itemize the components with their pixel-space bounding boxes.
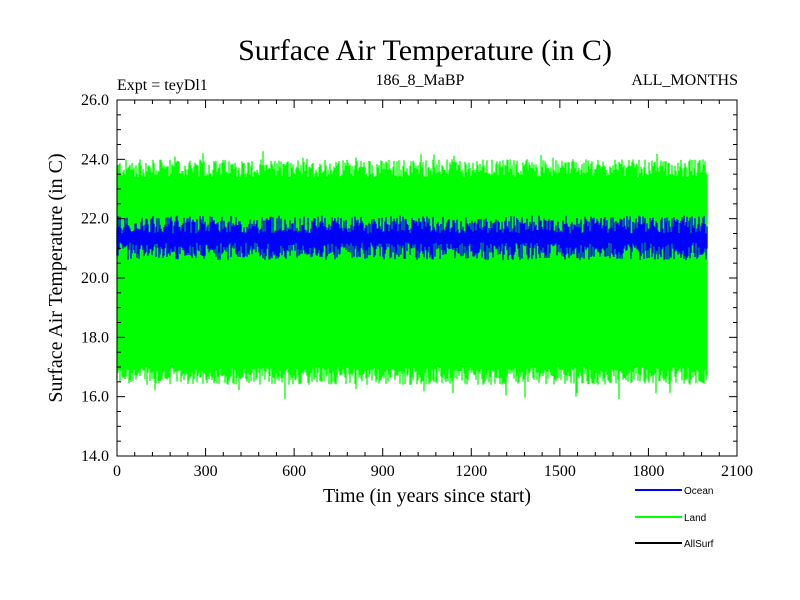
experiment-label: Expt = teyDl1 — [117, 77, 208, 94]
x-tick-label: 600 — [282, 463, 306, 480]
y-tick-label: 14.0 — [81, 448, 109, 465]
x-axis: 0 300 600 900 1200 1500 1800 2100 — [113, 100, 753, 480]
x-tick-label: 2100 — [721, 463, 753, 480]
y-tick-label: 24.0 — [81, 151, 109, 168]
y-tick-label: 26.0 — [81, 92, 109, 109]
legend: Ocean Land AllSurf — [635, 486, 714, 550]
y-tick-label: 20.0 — [81, 270, 109, 287]
y-tick-label: 22.0 — [81, 211, 109, 228]
period-label: 186_8_MaBP — [376, 72, 465, 89]
legend-label-land: Land — [684, 513, 706, 524]
chart-title: Surface Air Temperature (in C) — [238, 34, 612, 67]
x-tick-label: 300 — [194, 463, 218, 480]
x-tick-label: 900 — [371, 463, 395, 480]
legend-label-ocean: Ocean — [684, 486, 713, 497]
x-tick-label: 1800 — [632, 463, 664, 480]
plot-series — [116, 151, 708, 399]
y-tick-label: 16.0 — [81, 389, 109, 406]
y-axis-label: Surface Air Temperature (in C) — [45, 153, 67, 402]
x-tick-label: 1200 — [455, 463, 487, 480]
x-tick-label: 1500 — [544, 463, 576, 480]
x-axis-label: Time (in years since start) — [323, 485, 531, 507]
legend-label-allsurf: AllSurf — [684, 539, 714, 550]
months-label: ALL_MONTHS — [631, 72, 738, 89]
series-land — [116, 151, 708, 399]
y-tick-label: 18.0 — [81, 329, 109, 346]
y-axis: 14.0 16.0 18.0 20.0 22.0 24.0 26.0 — [81, 92, 737, 465]
x-tick-label: 0 — [113, 463, 121, 480]
